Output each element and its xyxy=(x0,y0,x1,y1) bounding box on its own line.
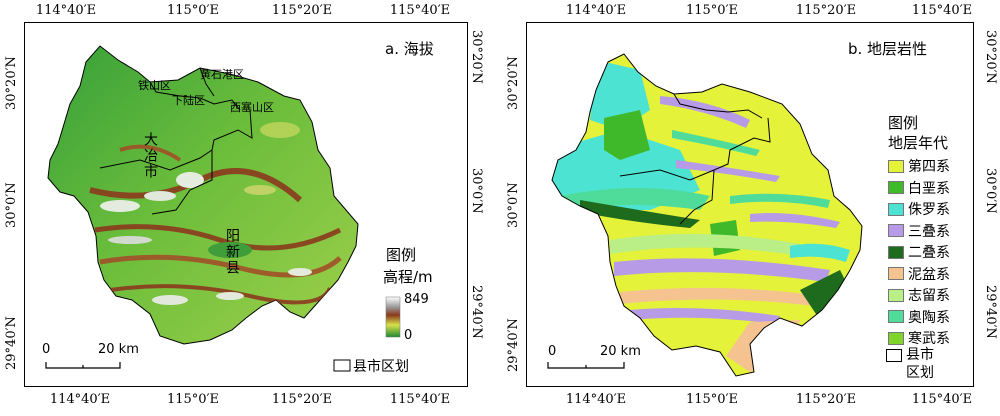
scale-label-a: 20 km xyxy=(98,342,139,357)
elevation-legend-bar xyxy=(385,296,401,338)
strata-swatch xyxy=(888,159,904,173)
strata-legend-item: 奥陶系 xyxy=(888,307,950,327)
legend-title-a: 图例 xyxy=(386,246,417,264)
strata-label: 白垩系 xyxy=(908,180,950,197)
elev-max-label: 849 xyxy=(404,292,429,307)
lon-tick-top: 114°40′E xyxy=(565,3,627,18)
strata-label: 侏罗系 xyxy=(908,202,950,218)
scale-bar-b xyxy=(547,362,625,369)
lon-tick-bottom: 115°0′E xyxy=(166,392,220,407)
lon-tick-top: 115°40′E xyxy=(389,3,451,18)
strata-label: 志留系 xyxy=(908,288,950,304)
strata-legend-item: 泥盆系 xyxy=(888,264,950,284)
lon-tick-bottom: 115°40′E xyxy=(389,392,451,407)
strata-legend-item: 三叠系 xyxy=(888,221,950,241)
strata-swatch xyxy=(888,245,904,259)
legend-title-b: 图例 xyxy=(888,114,919,132)
boundary-legend-swatch xyxy=(886,349,902,362)
strata-legend-item: 白垩系 xyxy=(888,178,950,198)
panel-b-title: b. 地层岩性 xyxy=(848,40,928,58)
strata-legend-item: 寒武系 xyxy=(888,328,950,348)
strata-label: 奥陶系 xyxy=(908,309,950,326)
lon-tick-top: 114°40′E xyxy=(35,3,97,18)
scale-zero-a: 0 xyxy=(42,342,51,357)
lon-tick-top: 115°40′E xyxy=(911,3,973,18)
scale-label-b: 20 km xyxy=(600,344,641,359)
lon-tick-bottom: 115°40′E xyxy=(911,392,973,407)
strata-swatch xyxy=(888,202,904,216)
lon-tick-bottom: 115°20′E xyxy=(795,392,857,407)
panel-elevation: 114°40′E 115°0′E 115°20′E 115°40′E 114°4… xyxy=(0,0,484,416)
strata-label: 寒武系 xyxy=(908,331,950,347)
strata-swatch xyxy=(888,331,904,345)
lon-tick-bottom: 114°40′E xyxy=(49,392,111,407)
strata-legend-item: 志留系 xyxy=(888,285,950,305)
county-label: 铁山区 xyxy=(138,79,171,92)
county-label: 黄石港区 xyxy=(200,68,244,81)
elevation-map xyxy=(45,45,401,372)
scale-zero-b: 0 xyxy=(548,344,557,359)
strata-swatch xyxy=(888,288,904,302)
strata-swatch xyxy=(888,181,904,194)
city-label-daye: 大冶市 xyxy=(142,132,158,180)
lon-tick-bottom: 114°40′E xyxy=(565,392,627,407)
legend-subtitle-b: 地层年代 xyxy=(888,134,949,152)
boundary-legend-label-b: 县市区划 xyxy=(906,347,934,381)
boundary-legend-swatch xyxy=(333,359,351,372)
lon-tick-top: 115°20′E xyxy=(795,3,857,18)
scale-bar-a xyxy=(45,362,121,369)
legend-subtitle-a: 高程/m xyxy=(383,268,433,286)
lon-tick-bottom: 115°20′E xyxy=(271,392,333,407)
lon-tick-top: 115°0′E xyxy=(685,3,739,18)
strata-legend-item: 二叠系 xyxy=(888,242,950,262)
county-label: 下陆区 xyxy=(172,94,205,107)
lon-tick-top: 115°0′E xyxy=(166,3,220,18)
lon-tick-top: 115°20′E xyxy=(271,3,333,18)
strata-label: 泥盆系 xyxy=(908,266,950,283)
county-label: 西塞山区 xyxy=(230,101,274,114)
strata-label: 第四系 xyxy=(908,159,950,175)
strata-swatch xyxy=(888,224,904,237)
lithology-map xyxy=(547,53,863,377)
strata-swatch xyxy=(888,310,904,323)
panel-lithology: 114°40′E 115°0′E 115°20′E 115°40′E 114°4… xyxy=(500,0,1000,416)
strata-label: 三叠系 xyxy=(908,223,950,240)
strata-label: 二叠系 xyxy=(908,245,950,261)
strata-legend-item: 第四系 xyxy=(888,156,950,176)
strata-legend-item: 侏罗系 xyxy=(888,199,950,219)
boundary-legend-b: 县市区划 xyxy=(886,346,938,382)
county-label-yangxin: 阳新县 xyxy=(224,228,240,276)
elev-min-label: 0 xyxy=(404,328,413,343)
panel-a-title: a. 海拔 xyxy=(385,40,434,58)
lon-tick-bottom: 115°0′E xyxy=(685,392,739,407)
boundary-legend-label-a: 县市区划 xyxy=(353,359,409,375)
strata-swatch xyxy=(888,267,904,280)
